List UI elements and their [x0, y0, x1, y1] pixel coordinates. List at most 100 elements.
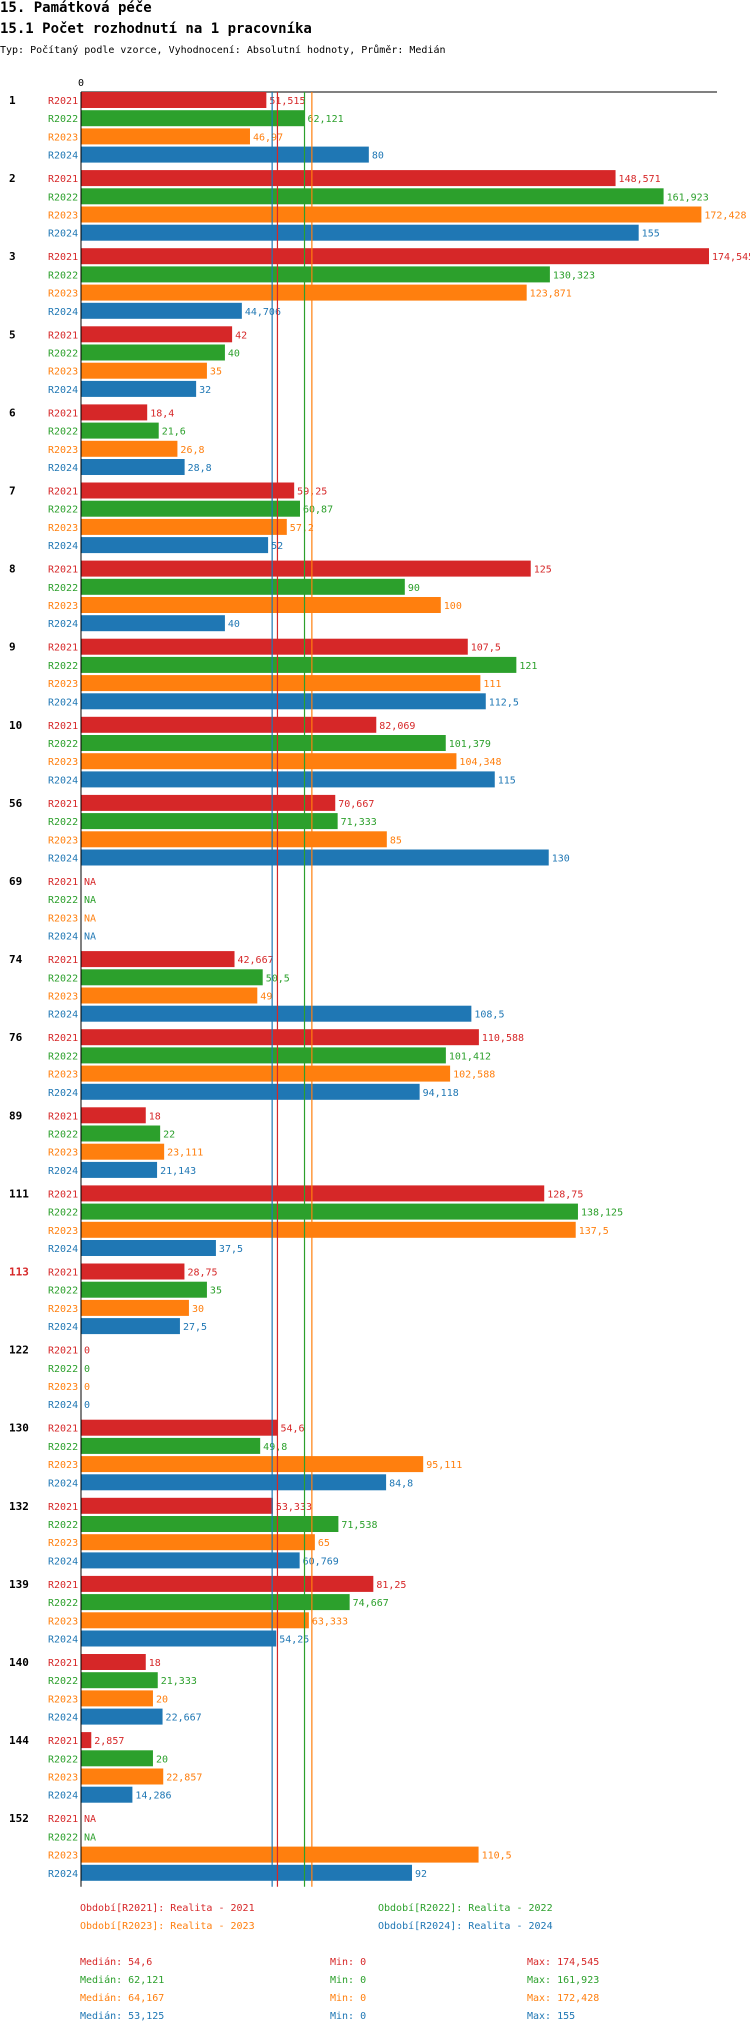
group-label: 132: [9, 1500, 29, 1513]
data-label: 63,333: [312, 1616, 348, 1627]
bar: [81, 500, 301, 517]
data-label: 137,5: [579, 1226, 609, 1237]
data-label: 51,515: [269, 96, 305, 107]
data-label: 112,5: [489, 697, 519, 708]
bar: [81, 675, 481, 692]
data-label: 0: [84, 1382, 90, 1393]
series-label: R2021: [48, 721, 78, 732]
series-label: R2021: [48, 174, 78, 185]
stat-max: Max: 174,545: [527, 1957, 599, 1968]
data-label: 60,87: [303, 505, 333, 516]
data-label: 101,412: [449, 1051, 491, 1062]
page-subtitle: 15.1 Počet rozhodnutí na 1 pracovníka: [0, 21, 312, 37]
series-label: R2021: [48, 643, 78, 654]
stat-median: Medián: 54,6: [80, 1956, 152, 1968]
data-label: 130: [552, 854, 570, 865]
bar: [81, 1497, 273, 1514]
bar: [81, 1437, 261, 1454]
group-label: 9: [9, 641, 16, 654]
bar: [81, 380, 197, 397]
data-label: 80: [372, 151, 384, 162]
data-label: 107,5: [471, 643, 501, 654]
series-label: R2022: [48, 1051, 78, 1062]
series-label: R2023: [48, 1694, 78, 1705]
series-label: R2022: [48, 349, 78, 360]
bar: [81, 1768, 164, 1785]
bar: [81, 771, 495, 788]
series-label: R2024: [48, 1556, 78, 1567]
data-label: NA: [84, 1832, 96, 1843]
series-label: R2023: [48, 1070, 78, 1081]
series-label: R2024: [48, 1635, 78, 1646]
series-label: R2024: [48, 932, 78, 943]
series-label: R2021: [48, 487, 78, 498]
data-label: 100: [444, 601, 462, 612]
bar: [81, 1143, 165, 1160]
bar: [81, 1534, 315, 1551]
data-label: 20: [156, 1694, 168, 1705]
data-label: 161,923: [667, 192, 709, 203]
data-label: 104,348: [459, 757, 501, 768]
series-label: R2023: [48, 913, 78, 924]
series-label: R2023: [48, 1148, 78, 1159]
bar: [81, 518, 287, 535]
data-label: 130,323: [553, 270, 595, 281]
bar: [81, 1750, 153, 1767]
bar: [81, 1552, 300, 1569]
bar: [81, 1263, 185, 1280]
series-label: R2022: [48, 973, 78, 984]
data-label: 0: [84, 1364, 90, 1375]
data-label: 0: [84, 1400, 90, 1411]
bar: [81, 482, 295, 499]
data-label: 110,5: [482, 1851, 512, 1862]
series-label: R2023: [48, 757, 78, 768]
series-label: R2024: [48, 151, 78, 162]
data-label: 148,571: [619, 174, 661, 185]
bar: [81, 1203, 578, 1220]
bar: [81, 615, 225, 632]
group-label: 56: [9, 797, 23, 810]
series-label: R2023: [48, 835, 78, 846]
series-label: R2021: [48, 252, 78, 263]
bar: [81, 459, 185, 475]
series-label: R2023: [48, 523, 78, 534]
series-label: R2023: [48, 1538, 78, 1549]
data-label: 90: [408, 583, 420, 594]
bar: [81, 128, 250, 145]
bar: [81, 753, 457, 770]
data-label: 62,121: [308, 114, 344, 125]
series-label: R2022: [48, 661, 78, 672]
data-label: 26,8: [180, 445, 204, 456]
bar: [81, 188, 664, 205]
bar: [81, 1612, 309, 1629]
bar: [81, 1221, 576, 1238]
bar: [81, 1474, 387, 1491]
bar: [81, 206, 702, 223]
group-label: 74: [9, 953, 23, 966]
group-label: 3: [9, 250, 16, 263]
series-label: R2021: [48, 1814, 78, 1825]
group-label: 76: [9, 1031, 23, 1044]
legend-entry: Období[R2022]: Realita - 2022: [378, 1902, 553, 1914]
bar: [81, 1185, 545, 1202]
legend-entry: Období[R2023]: Realita - 2023: [80, 1920, 255, 1932]
series-label: R2023: [48, 679, 78, 690]
data-label: 65: [318, 1538, 330, 1549]
data-label: 18,4: [150, 408, 174, 419]
series-label: R2021: [48, 1658, 78, 1669]
series-label: R2021: [48, 1502, 78, 1513]
series-label: R2023: [48, 289, 78, 300]
data-label: NA: [84, 1814, 96, 1825]
series-label: R2022: [48, 114, 78, 125]
data-label: 138,125: [581, 1208, 623, 1219]
bar: [81, 248, 709, 265]
bar: [81, 1005, 472, 1022]
bar: [81, 831, 387, 848]
data-label: 2,857: [94, 1736, 124, 1747]
data-label: 82,069: [379, 721, 415, 732]
bar: [81, 404, 148, 421]
group-label: 130: [9, 1422, 29, 1435]
data-label: 94,118: [423, 1088, 459, 1099]
bar: [81, 326, 233, 343]
